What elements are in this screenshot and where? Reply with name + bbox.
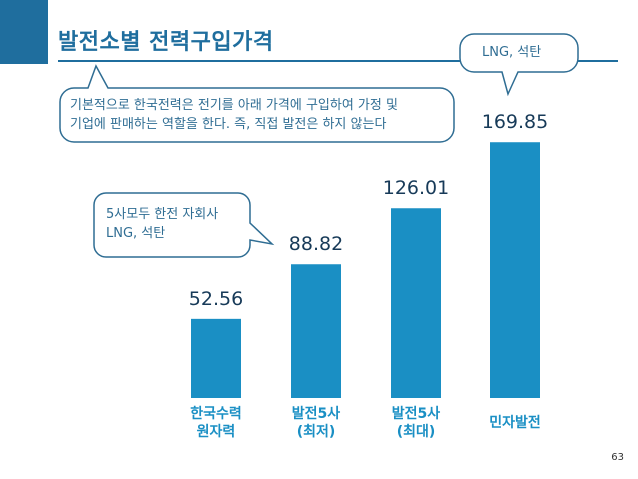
value-label-1: 52.56 — [189, 288, 243, 310]
bar-2 — [291, 264, 341, 398]
value-label-3: 126.01 — [383, 177, 449, 199]
private-callout-bubble — [459, 33, 579, 97]
category-label-4: 민자발전 — [489, 415, 541, 431]
subsidiary-callout-text: 5사모두 한전 자회사 LNG, 석탄 — [106, 205, 218, 243]
corner-accent — [0, 0, 48, 64]
page-number: 63 — [611, 452, 624, 463]
subsidiary-callout-line-1: 5사모두 한전 자회사 — [106, 207, 219, 222]
main-callout-line-1: 기본적으로 한국전력은 전기를 아래 가격에 구입하여 가정 및 — [70, 98, 398, 113]
category-label-1: 한국수력 원자력 — [190, 406, 242, 440]
main-callout-text: 기본적으로 한국전력은 전기를 아래 가격에 구입하여 가정 및 기업에 판매하… — [70, 96, 398, 134]
main-callout-line-2: 기업에 판매하는 역할을 한다. 즉, 직접 발전은 하지 않는다 — [70, 117, 387, 132]
title-underline — [58, 60, 618, 62]
main-callout-bubble — [59, 64, 455, 143]
bar-3 — [391, 208, 441, 398]
private-callout-text: LNG, 석탄 — [482, 43, 541, 62]
value-label-4: 169.85 — [482, 111, 548, 133]
subsidiary-callout-line-2: LNG, 석탄 — [106, 226, 166, 241]
category-label-2: 발전5사 (최저) — [291, 406, 341, 440]
category-label-3: 발전5사 (최대) — [391, 406, 441, 440]
bar-4 — [490, 142, 540, 398]
value-label-2: 88.82 — [289, 233, 343, 255]
subsidiary-callout-bubble — [93, 192, 275, 258]
private-callout-line-1: LNG, 석탄 — [482, 45, 542, 60]
bar-1 — [191, 318, 241, 398]
slide-title: 발전소별 전력구입가격 — [58, 30, 274, 55]
